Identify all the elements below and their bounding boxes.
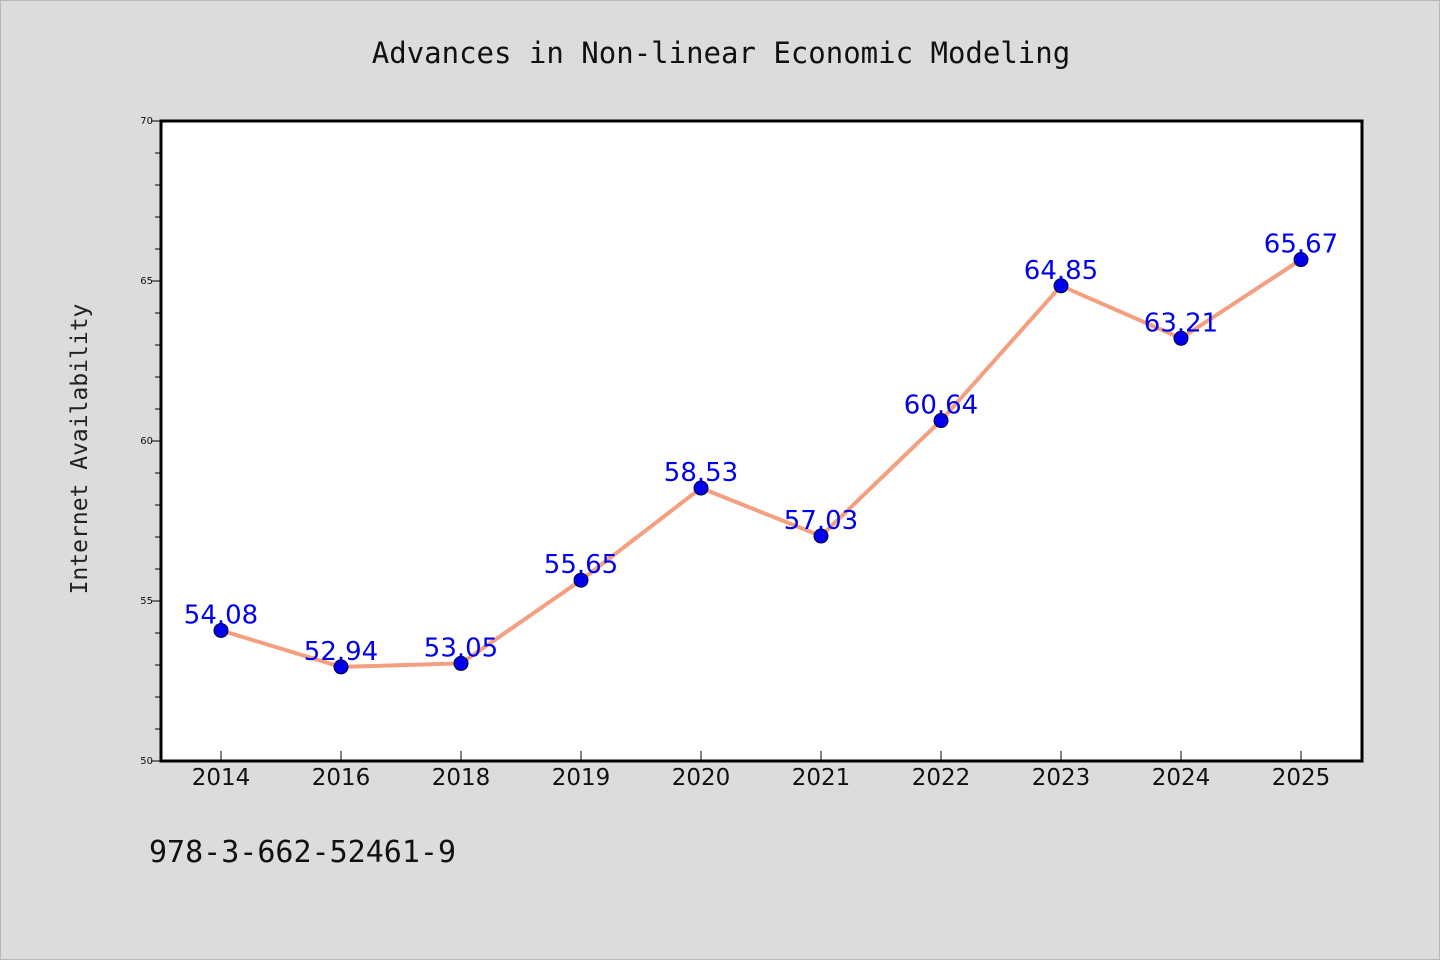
data-label: 54.08 (184, 600, 258, 630)
x-tick-label: 2023 (1032, 765, 1091, 791)
data-point-marker (333, 659, 349, 675)
x-tick-label: 2019 (552, 765, 611, 791)
data-point-marker (693, 480, 709, 496)
x-tick-label: 2018 (432, 765, 491, 791)
data-point-marker (213, 622, 229, 638)
x-tick-label: 2024 (1152, 765, 1211, 791)
data-label: 65.67 (1264, 230, 1338, 260)
y-tick-label: 50 (140, 756, 153, 767)
chart-title: Advances in Non-linear Economic Modeling (372, 36, 1070, 70)
series-markers (213, 252, 1309, 675)
data-point-marker (453, 655, 469, 671)
data-point-marker (573, 572, 589, 588)
data-label: 60.64 (904, 391, 978, 421)
x-axis-ticks: 2014 2016 2018 2019 2020 2021 2022 2023 2024 2025 (192, 751, 1331, 791)
y-axis-ticks: 50 55 60 65 70 (140, 116, 161, 767)
data-label: 57.03 (784, 506, 858, 536)
data-point-marker (1173, 330, 1189, 346)
plot-frame (159, 119, 1364, 763)
data-point-marker (1293, 252, 1309, 268)
data-label: 63.21 (1144, 308, 1218, 338)
data-label: 55.65 (544, 550, 618, 580)
x-tick-label: 2016 (312, 765, 371, 791)
data-labels: 54.08 52.94 53.05 55.65 58.53 57.03 60.64 64.85… (184, 230, 1338, 667)
y-tick-label: 65 (140, 276, 153, 287)
y-tick-label: 70 (140, 116, 153, 127)
data-label: 52.94 (304, 637, 378, 667)
x-tick-label: 2020 (672, 765, 731, 791)
data-point-marker (933, 413, 949, 429)
x-tick-label: 2014 (192, 765, 251, 791)
y-axis-label: Internet Availability (67, 304, 93, 595)
plot-area (161, 121, 1362, 761)
y-tick-label: 60 (140, 436, 153, 447)
data-label: 53.05 (424, 633, 498, 663)
data-label: 58.53 (664, 458, 738, 488)
data-point-marker (813, 528, 829, 544)
series-line (219, 257, 1303, 669)
x-tick-label: 2021 (792, 765, 851, 791)
footnote-text: 978-3-662-52461-9 (149, 835, 457, 870)
x-tick-label: 2022 (912, 765, 971, 791)
y-tick-label: 55 (140, 596, 153, 607)
data-label: 64.85 (1024, 256, 1098, 286)
x-tick-label: 2025 (1272, 765, 1331, 791)
data-point-marker (1053, 278, 1069, 294)
